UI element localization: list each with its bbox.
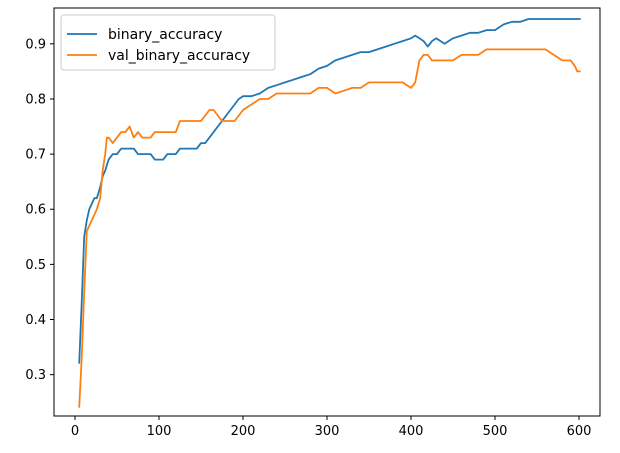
legend-frame — [60, 14, 276, 71]
y-tick-label: 0.9 — [25, 37, 46, 52]
x-tick-label: 300 — [315, 424, 340, 439]
y-tick-label: 0.4 — [25, 313, 46, 328]
x-tick-label: 400 — [399, 424, 424, 439]
y-tick-label: 0.8 — [25, 92, 46, 107]
x-axis: 0 100 200 300 400 500 600 — [71, 416, 592, 439]
y-tick-label: 0.5 — [25, 258, 46, 273]
legend: binary_accuracy val_binary_accuracy — [60, 14, 276, 71]
plot-area — [54, 8, 600, 416]
series-line-val-binary-accuracy — [78, 48, 581, 408]
x-tick-label: 0 — [71, 424, 79, 439]
x-tick-label: 100 — [147, 424, 172, 439]
legend-label-val-binary-accuracy: val_binary_accuracy — [108, 48, 250, 64]
y-axis: 0.3 0.4 0.5 0.6 0.7 0.8 0.9 — [25, 37, 54, 383]
x-tick-label: 600 — [567, 424, 592, 439]
x-tick-label: 500 — [483, 424, 508, 439]
y-tick-label: 0.7 — [25, 148, 46, 163]
y-tick-label: 0.6 — [25, 203, 46, 218]
x-tick-label: 200 — [231, 424, 256, 439]
series-line-binary-accuracy — [78, 18, 581, 364]
legend-label-binary-accuracy: binary_accuracy — [108, 27, 222, 43]
series-lines — [78, 18, 581, 408]
y-tick-label: 0.3 — [25, 368, 46, 383]
